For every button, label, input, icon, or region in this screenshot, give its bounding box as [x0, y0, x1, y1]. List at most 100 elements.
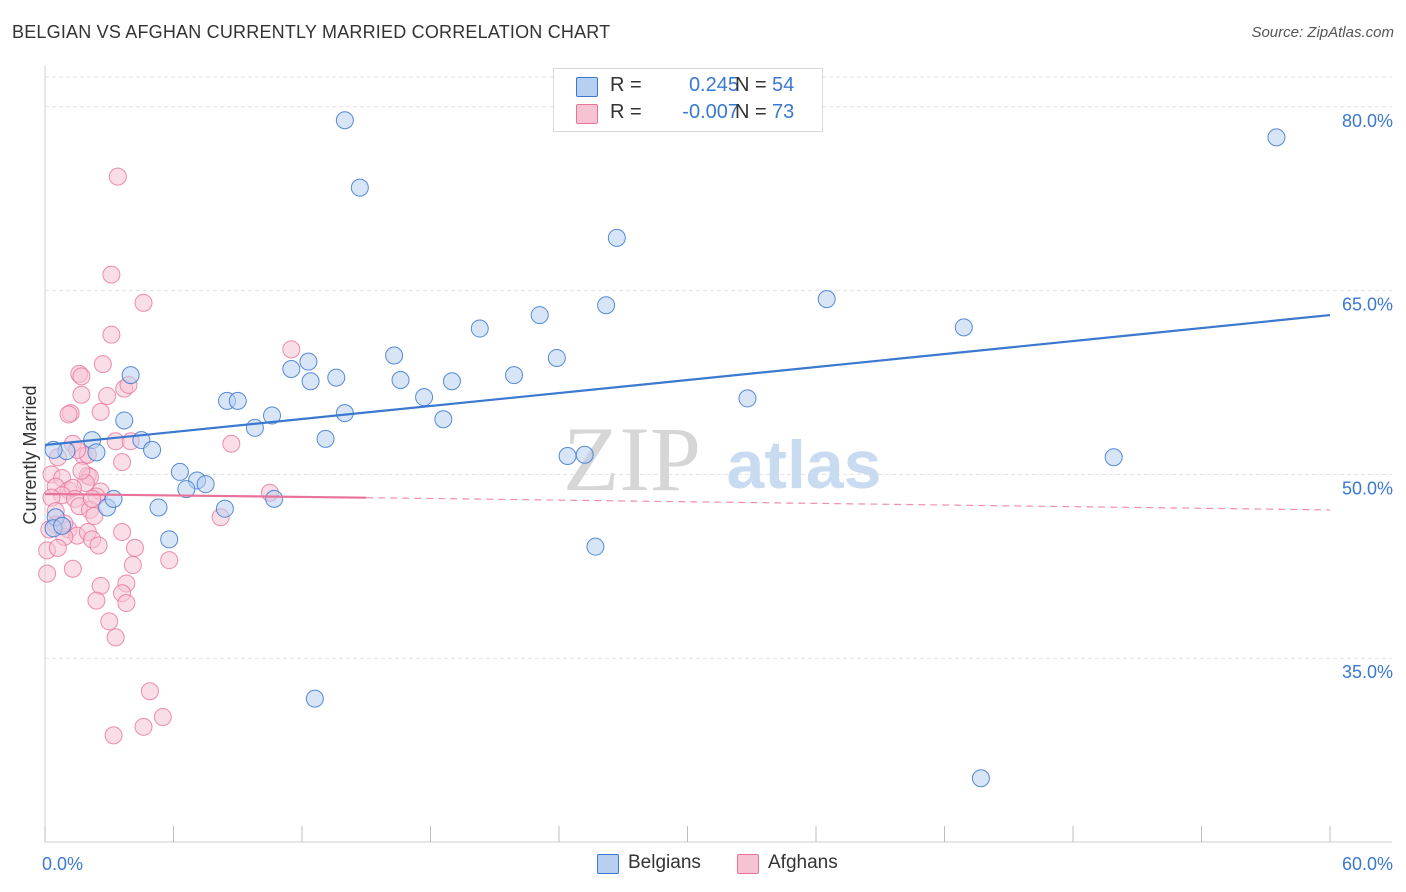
y-tick-label: 80.0% [1342, 111, 1393, 131]
afghan-point [134, 717, 153, 736]
y-axis-label: Currently Married [20, 385, 40, 524]
afghan-point [123, 556, 142, 575]
legend-row-afghans: R = -0.007 N = 73 [576, 101, 794, 127]
belgian-point [1267, 128, 1286, 147]
belgian-point [177, 480, 196, 499]
belgian-point [265, 489, 284, 508]
y-tick-label: 35.0% [1342, 662, 1393, 682]
afghan-point [153, 708, 172, 727]
belgian-point [558, 447, 577, 465]
afghan-point [106, 628, 125, 647]
afghan-point [117, 594, 136, 613]
afghan-point [106, 432, 125, 451]
belgian-point [335, 111, 354, 130]
watermark-atlas: atlas [727, 427, 882, 503]
belgian-point [530, 306, 549, 325]
legend-r-label: R = [610, 101, 642, 123]
afghan-point [222, 434, 241, 453]
tick-labels: 35.0% 50.0% 65.0% 80.0% 0.0% 60.0% [42, 111, 1393, 874]
afghan-point [83, 489, 102, 508]
afghan-point [108, 167, 127, 186]
belgian-point [350, 178, 369, 197]
afghan-point [102, 265, 121, 284]
bottom-legend-label-belgians: Belgians [628, 852, 701, 873]
x-tick-label: 0.0% [42, 854, 83, 874]
belgian-point [305, 689, 324, 708]
belgian-point [245, 418, 264, 437]
afghan-point [63, 559, 82, 578]
y-tick-label: 50.0% [1342, 478, 1393, 498]
belgian-point [505, 366, 524, 385]
afghan-point [134, 293, 153, 312]
afghan-point [72, 385, 91, 404]
gridlines [45, 76, 1392, 659]
afghan-point [102, 325, 121, 344]
belgian-point [385, 346, 404, 365]
afghan-point [93, 355, 112, 374]
belgian-point [104, 489, 123, 508]
belgian-point [547, 348, 566, 367]
axes [44, 66, 1392, 843]
legend-swatch-afghans [576, 104, 598, 124]
y-tick-label: 65.0% [1342, 295, 1393, 315]
afghan-trend-line [44, 492, 367, 499]
belgian-point [263, 406, 282, 425]
afghan-point [48, 538, 67, 557]
afghan-point [91, 402, 110, 421]
legend-r-value-belgians: 0.245 [688, 74, 739, 96]
afghan-point [125, 538, 144, 557]
afghan-point [113, 453, 132, 472]
belgian-point [327, 368, 346, 387]
belgian-point [160, 530, 179, 549]
afghan-point [72, 461, 91, 480]
belgian-point [196, 475, 215, 494]
legend-row-belgians: R = 0.245 N = 54 [576, 74, 794, 100]
bottom-legend-label-afghans: Afghans [768, 852, 838, 873]
afghan-point [59, 405, 78, 424]
belgian-point [282, 359, 301, 378]
afghan-point [72, 367, 91, 386]
x-tick-label: 60.0% [1342, 854, 1393, 874]
source-label: Source: ZipAtlas.com [1251, 24, 1394, 41]
belgian-point [391, 371, 410, 390]
belgian-point [121, 366, 140, 385]
belgian-point [817, 290, 836, 309]
legend-n-label: N = [735, 74, 767, 96]
afghan-trend-extension [366, 497, 1331, 511]
afghan-point [98, 386, 117, 405]
belgian-point [971, 769, 990, 788]
legend-n-value-afghans: 73 [772, 101, 795, 123]
belgian-point [87, 443, 106, 462]
watermark: ZIP atlas [563, 408, 882, 510]
afghan-points [38, 167, 301, 745]
legend-r-value-afghans: -0.007 [682, 101, 739, 123]
afghan-point [140, 682, 159, 701]
afghan-point [87, 591, 106, 610]
belgian-point [470, 319, 489, 338]
afghan-point [38, 564, 57, 583]
belgian-point [597, 296, 616, 315]
belgian-trend-line [44, 313, 1331, 447]
afghan-point [282, 340, 301, 359]
legend-r-label: R = [610, 74, 642, 96]
afghan-point [104, 726, 123, 745]
belgian-point [143, 440, 162, 459]
belgian-point [228, 391, 247, 410]
legend-n-label: N = [735, 101, 767, 123]
afghan-point [89, 536, 108, 555]
belgian-point [586, 537, 605, 556]
belgian-point [607, 228, 626, 247]
belgian-point [442, 372, 461, 391]
belgian-point [738, 389, 757, 408]
belgian-point [149, 498, 168, 517]
legend-swatch-belgians [576, 77, 598, 97]
belgian-point [301, 372, 320, 391]
chart-title: BELGIAN VS AFGHAN CURRENTLY MARRIED CORR… [12, 22, 611, 42]
belgian-point [170, 462, 189, 481]
afghan-point [113, 522, 132, 541]
belgian-point [115, 411, 134, 430]
afghan-point [100, 612, 119, 631]
trend-lines [44, 313, 1331, 511]
legend-n-value-belgians: 54 [772, 74, 795, 96]
